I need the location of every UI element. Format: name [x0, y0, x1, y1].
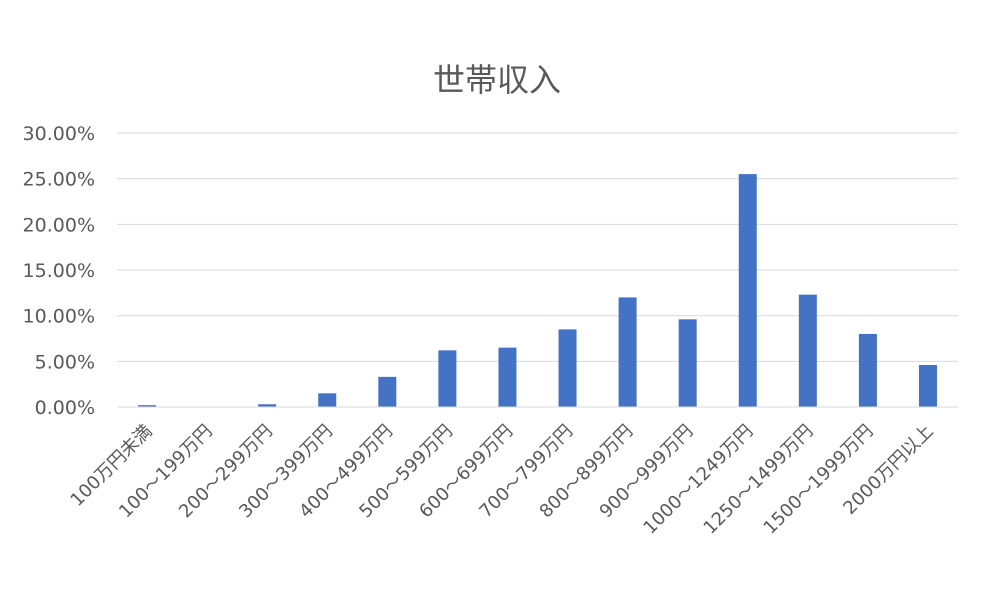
- bar: [558, 329, 577, 407]
- bar: [618, 297, 637, 407]
- bar: [678, 319, 697, 407]
- bar: [798, 294, 817, 407]
- bar: [378, 376, 397, 407]
- x-tick-label: 1500～1999万円: [760, 421, 878, 539]
- y-tick-label: 5.00%: [35, 351, 95, 373]
- bar: [918, 364, 937, 407]
- y-tick-label: 15.00%: [23, 260, 95, 282]
- chart-title: 世帯収入: [433, 61, 561, 99]
- x-tick-label: 1000～1249万円: [639, 421, 757, 539]
- bar: [258, 404, 277, 407]
- y-tick-label: 25.00%: [23, 169, 95, 191]
- y-tick-label: 10.00%: [23, 306, 95, 328]
- bar: [138, 405, 157, 407]
- gridlines: [117, 132, 958, 362]
- y-axis-tick-labels: 0.00% 5.00% 10.00% 15.00% 20.00% 25.00% 30.00%: [23, 123, 95, 419]
- bar: [318, 393, 337, 407]
- y-tick-label: 30.00%: [23, 123, 95, 145]
- bars: [138, 174, 937, 407]
- bar: [498, 347, 517, 407]
- bar: [858, 333, 877, 407]
- x-tick-label: 1250～1499万円: [700, 421, 818, 539]
- bar: [438, 350, 457, 407]
- y-tick-label: 0.00%: [35, 397, 95, 419]
- x-axis-tick-labels: 100万円未満100～199万円200～299万円300～399万円400～49…: [67, 421, 938, 539]
- bar: [738, 174, 757, 407]
- y-tick-label: 20.00%: [23, 214, 95, 236]
